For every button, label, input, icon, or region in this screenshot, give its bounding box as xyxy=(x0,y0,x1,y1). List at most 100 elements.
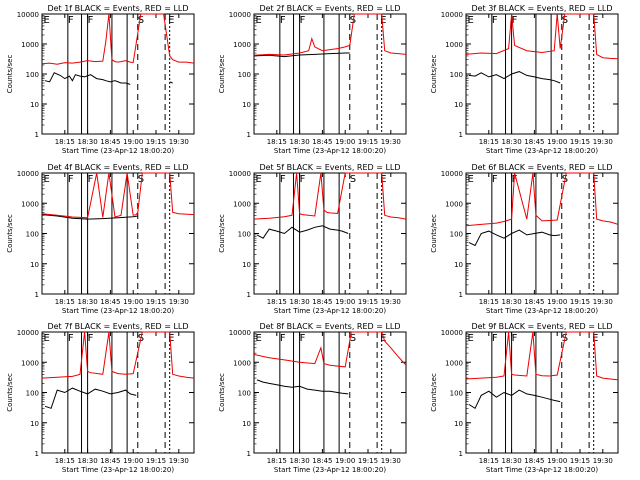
y-tick-label: 1 xyxy=(459,291,463,299)
x-tick-label: 18:30 xyxy=(502,457,522,465)
event-marker: E xyxy=(168,174,174,185)
x-tick-label: 19:00 xyxy=(547,138,567,146)
x-tick-label: 18:15 xyxy=(267,457,287,465)
y-tick-label: 10000 xyxy=(441,170,463,178)
x-tick-label: 18:15 xyxy=(267,138,287,146)
y-tick-label: 1 xyxy=(247,450,251,458)
y-tick-label: 1000 xyxy=(233,200,251,208)
x-tick-label: 18:15 xyxy=(479,298,499,306)
y-tick-label: 1 xyxy=(459,131,463,139)
series-line-lld xyxy=(253,331,407,368)
event-marker: F xyxy=(68,15,74,26)
y-tick-label: 10 xyxy=(454,101,463,109)
event-marker: E xyxy=(168,333,174,344)
x-tick-label: 19:00 xyxy=(547,457,567,465)
chart-panel-3: Det 3f BLACK = Events, RED = LLD 1 10 100 10… xyxy=(430,4,619,155)
event-marker: E xyxy=(44,333,50,344)
event-marker: S xyxy=(562,15,568,26)
x-axis-label: Start Time (23-Apr-12 18:00:20) xyxy=(486,147,598,155)
y-tick-label: 1000 xyxy=(21,41,39,49)
chart-panel-7: Det 7f BLACK = Events, RED = LLD 1 10 100 10… xyxy=(6,322,195,474)
series-line-lld xyxy=(41,331,195,379)
y-tick-label: 1 xyxy=(35,131,39,139)
x-tick-label: 18:45 xyxy=(100,138,120,146)
event-marker: E xyxy=(256,174,262,185)
event-marker: F xyxy=(88,174,94,185)
x-tick-label: 19:30 xyxy=(593,138,613,146)
event-marker: E xyxy=(468,333,474,344)
series-line-lld xyxy=(253,172,407,220)
y-tick-label: 1 xyxy=(247,131,251,139)
x-tick-label: 19:15 xyxy=(358,457,378,465)
x-tick-label: 19:30 xyxy=(381,138,401,146)
y-tick-label: 10000 xyxy=(441,329,463,337)
x-tick-label: 18:15 xyxy=(479,457,499,465)
event-marker: F xyxy=(300,174,306,185)
y-tick-label: 1000 xyxy=(21,200,39,208)
y-axis-label: Counts/sec xyxy=(6,214,14,253)
event-marker: E xyxy=(380,174,386,185)
y-tick-label: 100 xyxy=(450,390,463,398)
event-marker: E xyxy=(592,15,598,26)
chart-panel-8: Det 8f BLACK = Events, RED = LLD 1 10 100 10… xyxy=(218,322,407,474)
y-tick-label: 10000 xyxy=(229,11,251,19)
chart-title: Det 5f BLACK = Events, RED = LLD xyxy=(259,163,400,172)
y-tick-label: 10 xyxy=(454,261,463,269)
event-marker: E xyxy=(256,15,262,26)
chart-panel-9: Det 9f BLACK = Events, RED = LLD 1 10 100 10… xyxy=(430,322,619,474)
x-tick-label: 19:30 xyxy=(169,138,189,146)
x-tick-label: 19:15 xyxy=(146,457,166,465)
chart-title: Det 8f BLACK = Events, RED = LLD xyxy=(259,322,400,331)
plot-frame xyxy=(41,13,195,135)
event-marker: S xyxy=(138,174,144,185)
y-axis-label: Counts/sec xyxy=(6,373,14,412)
chart-title: Det 3f BLACK = Events, RED = LLD xyxy=(471,4,612,13)
series-line-events xyxy=(468,389,561,410)
event-marker: E xyxy=(468,174,474,185)
x-tick-label: 19:30 xyxy=(169,298,189,306)
x-axis-label: Start Time (23-Apr-12 18:00:20) xyxy=(486,466,598,474)
event-marker: E xyxy=(592,333,598,344)
event-marker: E xyxy=(44,174,50,185)
y-tick-label: 1000 xyxy=(21,359,39,367)
y-axis-label: Counts/sec xyxy=(218,373,226,412)
y-tick-label: 10 xyxy=(242,101,251,109)
y-tick-label: 10 xyxy=(454,420,463,428)
y-tick-label: 10000 xyxy=(17,329,39,337)
y-tick-label: 1 xyxy=(247,291,251,299)
x-axis-label: Start Time (23-Apr-12 18:00:20) xyxy=(486,307,598,315)
chart-panel-5: Det 5f BLACK = Events, RED = LLD 1 10 100 10… xyxy=(218,163,407,315)
x-tick-label: 18:30 xyxy=(290,138,310,146)
event-marker: F xyxy=(280,174,286,185)
event-marker: E xyxy=(168,15,174,26)
x-tick-label: 19:15 xyxy=(146,138,166,146)
y-tick-label: 1000 xyxy=(445,359,463,367)
y-tick-label: 10 xyxy=(30,101,39,109)
y-tick-label: 100 xyxy=(450,71,463,79)
chart-panel-1: Det 1f BLACK = Events, RED = LLD 1 10 100 10… xyxy=(6,4,195,155)
series-line-lld xyxy=(465,13,619,60)
x-tick-label: 18:45 xyxy=(100,298,120,306)
event-marker: S xyxy=(138,15,144,26)
x-tick-label: 18:30 xyxy=(502,298,522,306)
x-tick-label: 19:15 xyxy=(570,298,590,306)
x-tick-label: 19:00 xyxy=(335,138,355,146)
event-marker: E xyxy=(380,15,386,26)
series-line-events xyxy=(169,81,173,84)
y-tick-label: 100 xyxy=(26,390,39,398)
x-tick-label: 18:15 xyxy=(55,457,75,465)
event-marker: F xyxy=(88,333,94,344)
x-tick-label: 19:30 xyxy=(593,457,613,465)
y-axis-label: Counts/sec xyxy=(218,214,226,253)
event-marker: F xyxy=(512,333,518,344)
chart-title: Det 7f BLACK = Events, RED = LLD xyxy=(47,322,188,331)
x-tick-label: 18:30 xyxy=(78,138,98,146)
y-tick-label: 10000 xyxy=(17,11,39,19)
x-tick-label: 19:30 xyxy=(169,457,189,465)
event-marker: E xyxy=(44,15,50,26)
y-axis-label: Counts/sec xyxy=(430,373,438,412)
x-axis-label: Start Time (23-Apr-12 18:00:20) xyxy=(274,147,386,155)
x-tick-label: 18:45 xyxy=(524,138,544,146)
y-tick-label: 100 xyxy=(238,231,251,239)
chart-panel-6: Det 6f BLACK = Events, RED = LLD 1 10 100 10… xyxy=(430,163,619,315)
